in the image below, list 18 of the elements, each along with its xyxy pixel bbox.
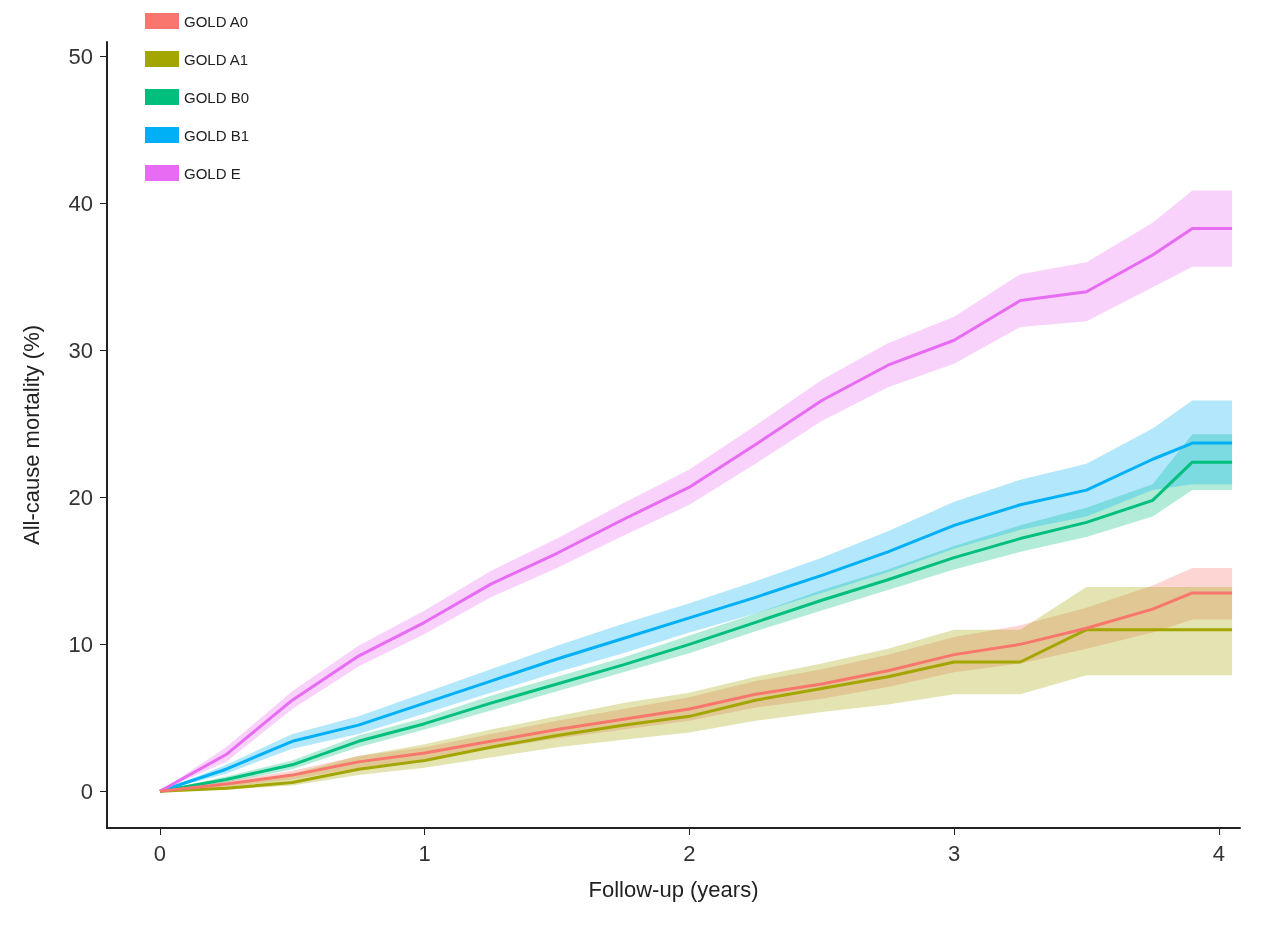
y-tick-label: 40	[68, 191, 93, 217]
y-axis-title: All-cause mortality (%)	[18, 324, 44, 546]
y-tick-label: 0	[80, 778, 93, 804]
legend-label: GOLD A1	[184, 50, 249, 68]
legend-label: GOLD B0	[184, 88, 250, 106]
y-tick-label: 50	[68, 44, 93, 70]
y-tick-label: 20	[68, 484, 93, 510]
y-tick-label: 10	[68, 631, 93, 657]
x-tick-label: 0	[153, 840, 167, 866]
x-tick-label: 2	[683, 840, 696, 866]
x-tick-label: 1	[418, 840, 431, 866]
y-tick-label: 30	[68, 338, 93, 364]
x-tick-label: 3	[947, 840, 961, 866]
legend-label: GOLD A0	[184, 12, 249, 30]
legend-label: GOLD B1	[184, 126, 250, 144]
x-tick-label: 4	[1212, 840, 1225, 866]
legend-label: GOLD E	[184, 164, 241, 182]
x-axis-title: Follow-up (years)	[588, 876, 759, 902]
